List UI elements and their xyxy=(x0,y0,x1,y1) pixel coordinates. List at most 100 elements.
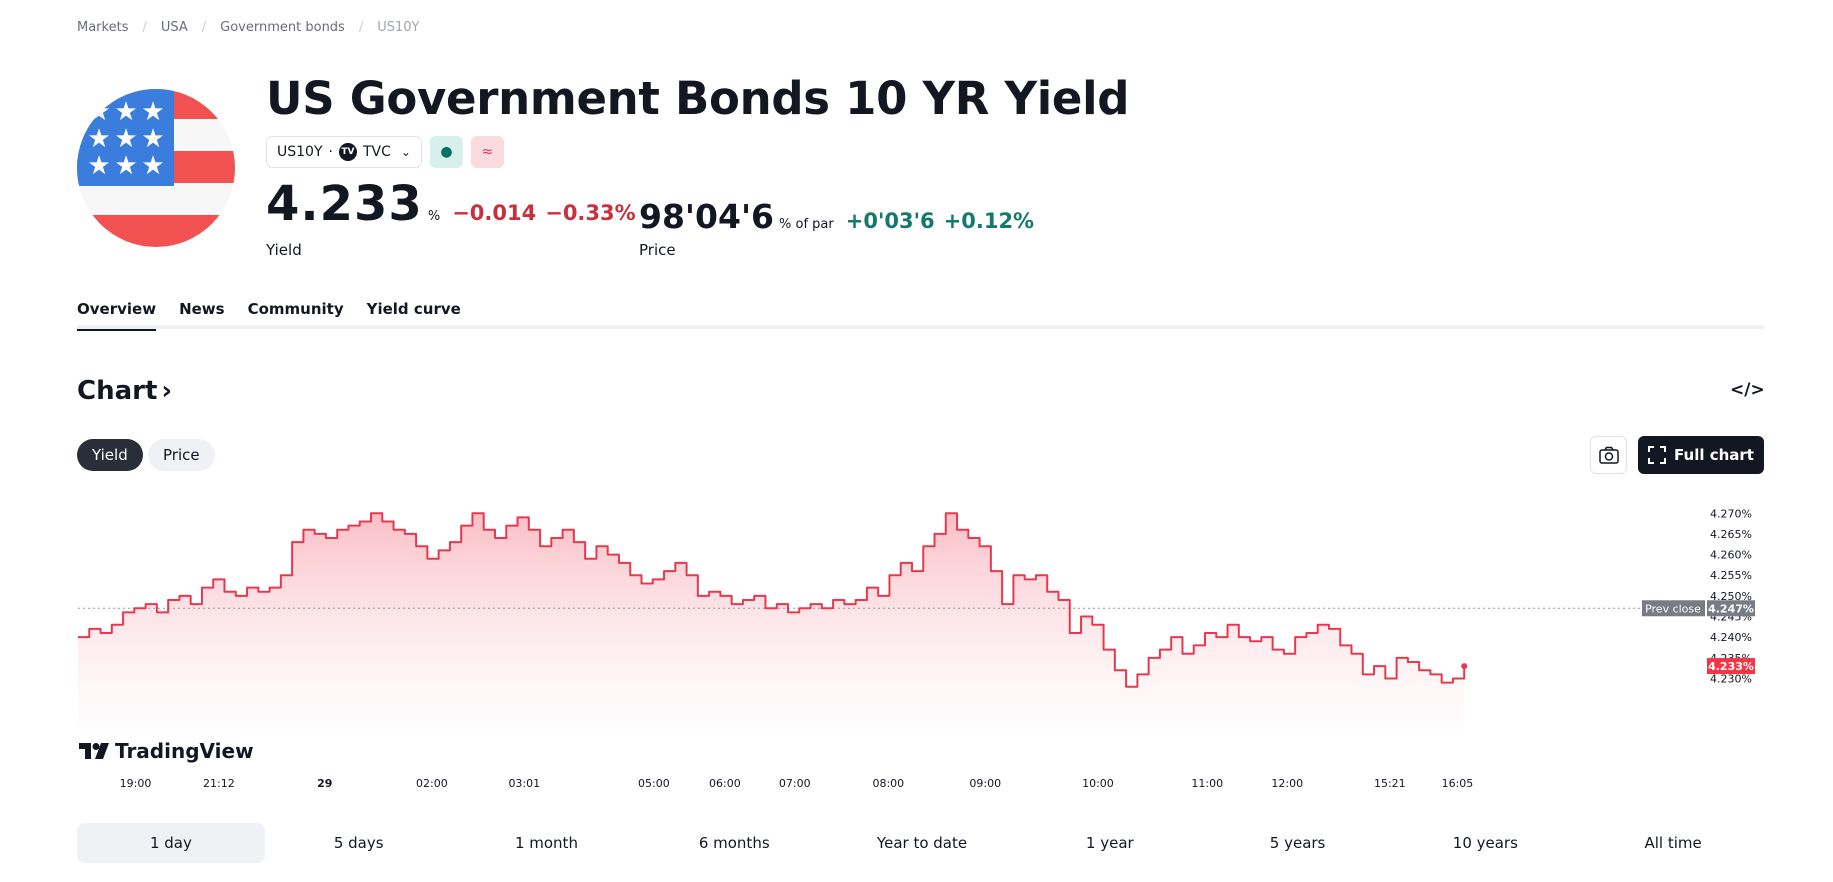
toggle-price[interactable]: Price xyxy=(148,439,215,471)
x-tick-label: 19:00 xyxy=(120,777,152,790)
x-tick-label: 05:00 xyxy=(638,777,670,790)
price-label: Price xyxy=(639,241,676,259)
last-value-label: 4.233% xyxy=(1708,660,1754,673)
chart-heading-text: Chart xyxy=(77,376,158,406)
yield-value: 4.233 xyxy=(266,176,423,232)
x-tick-label: 10:00 xyxy=(1082,777,1114,790)
yield-label: Yield xyxy=(266,241,302,259)
svg-text:★: ★ xyxy=(141,97,164,127)
page-title: US Government Bonds 10 YR Yield xyxy=(266,72,1130,125)
x-tick-label: 07:00 xyxy=(779,777,811,790)
last-point-marker xyxy=(1461,663,1468,670)
y-tick-label: 4.270% xyxy=(1710,507,1752,520)
breadcrumb-current: US10Y xyxy=(377,20,420,35)
toggle-yield[interactable]: Yield xyxy=(77,439,143,471)
us-flag-icon: ★ ★ ★ ★ ★ ★ ★ ★ ★ xyxy=(77,89,235,247)
code-icon[interactable]: </> xyxy=(1730,380,1765,400)
expand-icon xyxy=(1648,446,1667,464)
full-chart-label: Full chart xyxy=(1674,446,1754,464)
yield-change-percent: −0.33% xyxy=(545,201,636,225)
dot-separator: · xyxy=(328,144,333,160)
camera-icon[interactable] xyxy=(1590,436,1627,474)
prev-close-value-badge xyxy=(1707,600,1755,617)
prev-close-label: Prev close xyxy=(1645,602,1701,615)
price-quote: 98'04'6 % of par +0'03'6 +0.12% xyxy=(639,197,1034,236)
range-1-day[interactable]: 1 day xyxy=(77,823,265,863)
breadcrumb-government-bonds[interactable]: Government bonds xyxy=(220,20,345,35)
svg-text:★: ★ xyxy=(87,97,110,127)
breadcrumb-separator: / xyxy=(201,20,207,35)
delayed-data-icon[interactable]: ≈ xyxy=(470,136,504,168)
price-unit: % of par xyxy=(779,217,834,232)
prev-close-value: 4.247% xyxy=(1708,602,1754,615)
chevron-right-icon: › xyxy=(161,376,173,406)
svg-text:★: ★ xyxy=(87,151,110,181)
y-tick-label: 4.265% xyxy=(1710,528,1752,541)
prev-close-badge xyxy=(1642,600,1705,617)
tradingview-logo-icon xyxy=(79,743,109,759)
market-status-icon[interactable]: ● xyxy=(429,136,463,168)
y-tick-label: 4.260% xyxy=(1710,549,1752,562)
range-5-days[interactable]: 5 days xyxy=(333,834,384,852)
price-change: +0'03'6 xyxy=(845,209,935,233)
x-tick-label: 15:21 xyxy=(1374,777,1406,790)
svg-text:★: ★ xyxy=(141,151,164,181)
yield-change: −0.014 xyxy=(452,201,537,225)
breadcrumb-markets[interactable]: Markets xyxy=(77,20,129,35)
svg-text:★: ★ xyxy=(114,124,137,154)
x-tick-label: 08:00 xyxy=(872,777,904,790)
chart-series-line xyxy=(78,512,1466,688)
svg-text:★: ★ xyxy=(114,151,137,181)
range-1-year[interactable]: 1 year xyxy=(1085,834,1134,852)
tradingview-logo-text: TradingView xyxy=(115,739,254,763)
svg-text:★: ★ xyxy=(87,124,110,154)
range-5-years[interactable]: 5 years xyxy=(1269,834,1326,852)
price-change-percent: +0.12% xyxy=(943,209,1035,233)
full-chart-button[interactable]: Full chart xyxy=(1638,436,1764,474)
range-selector: 1 day 5 days 1 month 6 months Year to da… xyxy=(77,823,1767,863)
tab-yield-curve[interactable]: Yield curve xyxy=(366,300,461,318)
symbol-exchange-selector[interactable]: US10Y · TV TVC ⌄ xyxy=(266,136,422,168)
x-tick-label: 12:00 xyxy=(1271,777,1303,790)
symbol-label: US10Y xyxy=(277,144,323,160)
yield-quote: 4.233 % −0.014 −0.33% xyxy=(266,176,636,232)
tabs-divider xyxy=(77,325,1764,329)
breadcrumb-separator: / xyxy=(358,20,364,35)
last-value-badge xyxy=(1707,658,1755,675)
x-tick-label: 09:00 xyxy=(969,777,1001,790)
tab-community[interactable]: Community xyxy=(247,300,344,318)
chart-heading-link[interactable]: Chart › xyxy=(77,376,172,406)
breadcrumb-usa[interactable]: USA xyxy=(160,20,188,35)
tradingview-logo[interactable]: TradingView xyxy=(79,739,254,763)
page-tabs: Overview News Community Yield curve xyxy=(77,300,461,331)
tab-overview[interactable]: Overview xyxy=(77,300,157,331)
range-year-to-date[interactable]: Year to date xyxy=(876,834,968,852)
y-tick-label: 4.230% xyxy=(1710,672,1752,685)
chart-area-fill xyxy=(78,513,1465,730)
price-value: 98'04'6 xyxy=(639,197,775,236)
breadcrumb: Markets / USA / Government bonds / US10Y xyxy=(77,20,419,35)
range-all-time[interactable]: All time xyxy=(1644,834,1702,852)
range-1-month[interactable]: 1 month xyxy=(514,834,578,852)
y-tick-label: 4.255% xyxy=(1710,569,1752,582)
x-tick-label: 16:05 xyxy=(1442,777,1474,790)
svg-text:★: ★ xyxy=(114,97,137,127)
y-tick-label: 4.250% xyxy=(1710,590,1752,603)
tab-news[interactable]: News xyxy=(179,300,225,318)
source-label: TVC xyxy=(362,144,391,160)
x-tick-label: 06:00 xyxy=(709,777,741,790)
breadcrumb-separator: / xyxy=(142,20,147,35)
x-tick-label: 02:00 xyxy=(416,777,448,790)
chevron-down-icon: ⌄ xyxy=(400,145,411,159)
x-tick-label: 21:12 xyxy=(203,777,235,790)
range-10-years[interactable]: 10 years xyxy=(1452,834,1518,852)
symbol-chips: US10Y · TV TVC ⌄ ● ≈ xyxy=(266,136,504,168)
yield-chart[interactable]: 4.270%4.265%4.260%4.255%4.250%4.245%4.24… xyxy=(0,480,1833,810)
yield-unit: % xyxy=(427,209,441,224)
tradingview-badge-icon: TV xyxy=(338,143,357,161)
y-tick-label: 4.240% xyxy=(1710,631,1752,644)
range-6-months[interactable]: 6 months xyxy=(698,834,770,852)
x-tick-label: 29 xyxy=(317,777,332,790)
x-tick-label: 11:00 xyxy=(1191,777,1223,790)
x-tick-label: 03:01 xyxy=(508,777,540,790)
